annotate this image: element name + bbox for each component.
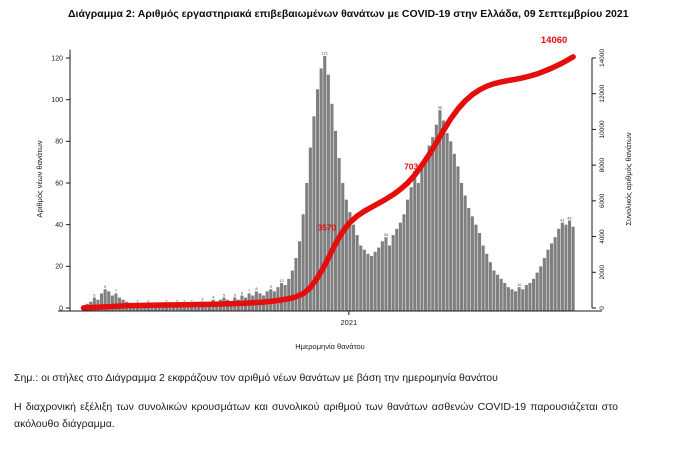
svg-text:5: 5 [93, 293, 95, 297]
svg-text:5: 5 [234, 293, 236, 297]
annotation-3570: 3570 [317, 222, 336, 232]
svg-text:2: 2 [136, 300, 138, 304]
svg-text:0: 0 [59, 305, 63, 312]
svg-text:2: 2 [165, 300, 167, 304]
svg-text:95: 95 [438, 106, 442, 110]
svg-text:2: 2 [183, 300, 185, 304]
annotation-14060: 14060 [541, 35, 567, 46]
svg-text:20: 20 [55, 264, 63, 271]
svg-text:14000: 14000 [599, 49, 606, 67]
paragraph-next-diagram: Η διαχρονική εξέλιξη των συνολικών κρουσ… [14, 401, 618, 430]
svg-text:4: 4 [212, 296, 214, 300]
right-axis-title: Συνολικός αριθμός θανάτων [624, 132, 633, 225]
svg-text:42: 42 [567, 216, 571, 220]
svg-text:9: 9 [270, 285, 272, 289]
annotation-7030: 7030 [404, 162, 423, 172]
svg-text:8000: 8000 [599, 158, 606, 173]
svg-text:10: 10 [517, 283, 521, 287]
left-axis-title: Αριθμός νέων θανάτων [35, 140, 44, 217]
svg-text:12000: 12000 [599, 84, 606, 102]
svg-text:9: 9 [104, 285, 106, 289]
chart-title: Διάγραμμα 2: Αριθμός εργαστηριακά επιβεβ… [68, 8, 629, 20]
svg-text:100: 100 [51, 97, 63, 104]
svg-text:121: 121 [322, 52, 328, 56]
line-annotations: 3570 7030 14060 [317, 35, 567, 233]
footnote-bars-definition: Σημ.: οι στήλες στο Διάγραμμα 2 εκφράζου… [14, 372, 498, 384]
svg-text:6000: 6000 [599, 193, 606, 208]
svg-text:6: 6 [241, 291, 243, 295]
svg-text:2: 2 [176, 300, 178, 304]
x-axis-title: Ημερομηνία θανάτου [295, 342, 365, 351]
svg-text:8: 8 [255, 287, 257, 291]
svg-text:40: 40 [55, 222, 63, 229]
svg-text:34: 34 [384, 233, 388, 237]
svg-text:2: 2 [191, 300, 193, 304]
svg-text:41: 41 [560, 218, 564, 222]
svg-text:10000: 10000 [599, 120, 606, 138]
cumulative-line [80, 54, 576, 311]
svg-text:5: 5 [223, 293, 225, 297]
svg-text:60: 60 [55, 180, 63, 187]
left-axis: 0 20 40 60 80 100 120 Αριθμός νέων θανάτων [35, 49, 71, 312]
svg-text:3: 3 [201, 298, 203, 302]
right-axis: 0 2000 4000 6000 8000 10000 12000 14000 Συνολικό… [591, 49, 633, 310]
svg-text:7: 7 [115, 289, 117, 293]
svg-text:120: 120 [51, 55, 63, 62]
svg-text:0: 0 [599, 306, 606, 310]
svg-text:4000: 4000 [599, 229, 606, 244]
svg-text:7: 7 [248, 289, 250, 293]
x-tick-2021: 2021 [340, 318, 357, 327]
svg-text:12: 12 [279, 279, 283, 283]
svg-text:2000: 2000 [599, 265, 606, 280]
svg-text:2: 2 [147, 300, 149, 304]
svg-text:80: 80 [55, 139, 63, 146]
bars-series [82, 55, 575, 311]
x-axis: 2021 Ημερομηνία θανάτου [58, 310, 602, 351]
